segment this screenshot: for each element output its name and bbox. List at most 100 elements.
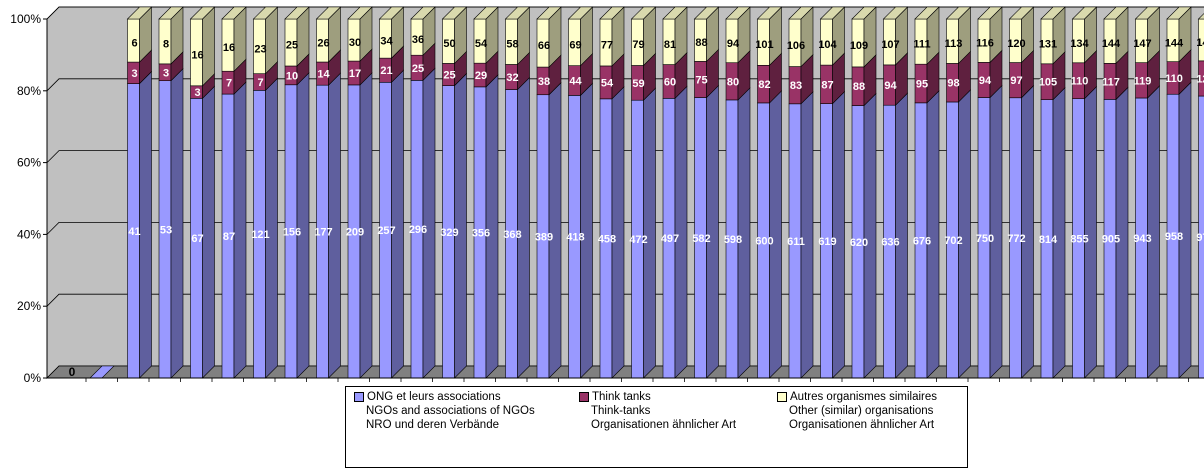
legend-think-line-2: Think-tanks	[579, 404, 736, 418]
data-label-other: 106	[787, 40, 805, 52]
data-label-other: 8	[163, 38, 169, 50]
data-label-other: 69	[569, 39, 581, 51]
bar-side-ngo	[612, 87, 624, 378]
data-label-think: 82	[758, 79, 770, 91]
data-label-think: 59	[632, 78, 644, 90]
bar-side-ngo	[549, 83, 561, 378]
data-label-ngo: 418	[566, 232, 584, 244]
data-label-ngo: 121	[251, 229, 269, 241]
bar-side-ngo	[1053, 88, 1065, 378]
legend-swatch-ngo	[354, 392, 364, 402]
legend-swatch-other	[777, 392, 787, 402]
data-label-ngo: 296	[409, 224, 427, 236]
data-label-ngo: 67	[191, 233, 203, 245]
y-tick-label-2: 40%	[17, 227, 41, 241]
data-label-other: 111	[913, 39, 930, 51]
data-label-think: 117	[1102, 76, 1120, 88]
data-label-ngo: 598	[724, 234, 742, 246]
data-label-other: 6	[131, 38, 137, 50]
bar-side-ngo	[234, 82, 246, 378]
data-label-think: 87	[821, 79, 833, 91]
data-label-ngo: 472	[629, 234, 647, 246]
data-label-think: 94	[979, 75, 992, 87]
data-label-other: 50	[443, 38, 455, 50]
data-label-other: 109	[850, 40, 868, 52]
legend-other-line-1: Autres organismes similaires	[790, 390, 937, 404]
data-label-think: 38	[538, 76, 550, 88]
data-label-ngo: 702	[944, 235, 962, 247]
data-label-think: 110	[1165, 73, 1183, 85]
data-label-think: 75	[695, 74, 707, 86]
bar-side-ngo	[675, 86, 687, 378]
y-tick-label-1: 20%	[17, 299, 41, 313]
data-label-think: 110	[1071, 76, 1089, 88]
data-label-think: 97	[1010, 75, 1022, 87]
bar-side-ngo	[738, 88, 750, 378]
data-label-think: 29	[475, 70, 487, 82]
data-label-think: 25	[412, 63, 424, 75]
data-label-ngo: 619	[818, 236, 836, 248]
y-tick-label-4: 80%	[17, 84, 41, 98]
bar-side-ngo	[1085, 87, 1097, 378]
data-label-ngo: 87	[223, 231, 235, 243]
bar-side-ngo	[581, 83, 593, 378]
data-label-ngo: 329	[440, 227, 458, 239]
data-label-other: 131	[1039, 38, 1057, 50]
data-label-ngo: 458	[598, 233, 616, 245]
data-label-think: 94	[884, 80, 897, 92]
bar-side-ngo	[203, 86, 215, 378]
data-label-think: 88	[853, 81, 865, 93]
bar-side-ngo	[455, 74, 467, 378]
data-label-think: 54	[601, 77, 614, 89]
data-label-ngo: 356	[472, 227, 490, 239]
data-label-ngo: 53	[160, 224, 172, 236]
data-label-think: 25	[443, 70, 455, 82]
bar-side-ngo	[927, 91, 939, 378]
data-label: 0	[69, 365, 76, 379]
data-label-ngo: 257	[377, 225, 395, 237]
data-label-ngo: 611	[787, 236, 805, 248]
data-label-other: 79	[632, 39, 644, 51]
data-label-other: 88	[695, 37, 707, 49]
bar-side-ngo	[990, 86, 1002, 378]
data-label-ngo: 636	[881, 237, 899, 249]
bar-side-ngo	[801, 92, 813, 378]
legend: ONG et leurs associations NGOs and assoc…	[345, 386, 968, 468]
bar-side-ngo	[1116, 87, 1128, 378]
data-label-other: 107	[881, 39, 899, 51]
bar-side-other	[203, 7, 215, 86]
bar-side-ngo	[360, 73, 372, 378]
data-label-ngo: 600	[755, 235, 773, 247]
data-label-other: 104	[818, 39, 837, 51]
data-label-think: 17	[349, 68, 361, 80]
data-label-think: 3	[131, 68, 137, 80]
data-label-other: 81	[664, 39, 676, 51]
legend-ngo-line-1: ONG et leurs associations	[367, 390, 501, 404]
bar-side-ngo	[707, 86, 719, 378]
legend-other-line-2: Other (similar) organisations	[777, 404, 937, 418]
data-label-think: 95	[916, 79, 928, 91]
bar-side-ngo	[833, 92, 845, 378]
data-label-ngo: 368	[503, 229, 521, 241]
bar-side-ngo	[392, 70, 404, 378]
data-label-other: 26	[317, 38, 329, 50]
data-label-ngo: 497	[661, 233, 679, 245]
bar-side-ngo	[140, 72, 152, 378]
data-label-ngo: 676	[913, 235, 931, 247]
legend-swatch-think-tanks	[579, 392, 589, 402]
data-label-ngo: 156	[283, 226, 301, 238]
legend-ngo-line-3: NRO und deren Verbände	[354, 418, 535, 432]
data-label-other: 144	[1196, 37, 1204, 49]
data-label-other: 16	[191, 49, 203, 61]
data-label-other: 36	[412, 34, 424, 46]
legend-item-think-tanks: Think tanks Think-tanks Organisationen ä…	[579, 390, 736, 432]
data-label-think: 60	[664, 76, 676, 88]
bar-side-ngo	[770, 91, 782, 378]
data-label-ngo: 970	[1196, 232, 1204, 244]
data-label-other: 113	[945, 38, 963, 50]
data-label-ngo: 620	[850, 237, 868, 249]
data-label-other: 16	[223, 42, 235, 54]
data-label-think: 32	[506, 72, 518, 84]
data-label-ngo: 389	[535, 231, 553, 243]
data-label-other: 101	[755, 39, 773, 51]
